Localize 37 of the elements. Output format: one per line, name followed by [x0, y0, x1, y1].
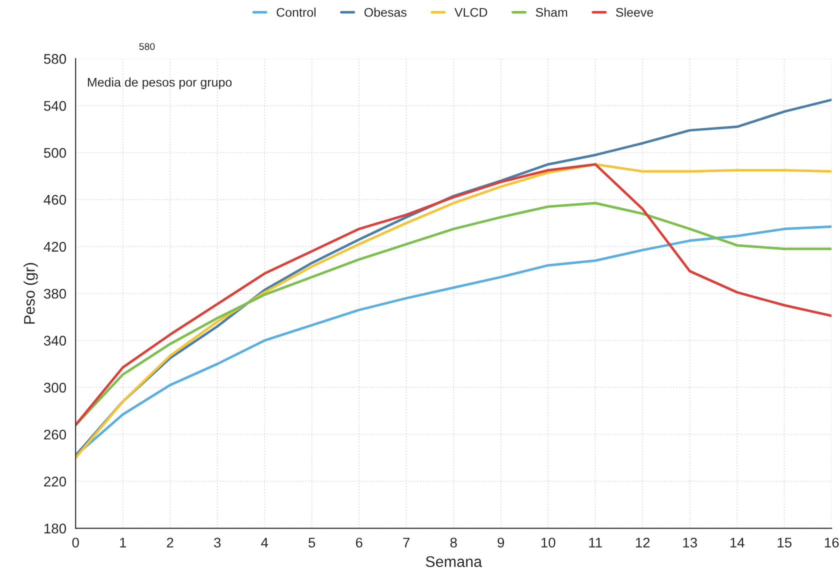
y-tick-label: 220 [44, 476, 66, 487]
legend-label: VLCD [454, 8, 488, 17]
x-tick-label: 14 [730, 538, 744, 548]
x-tick-label: 1 [120, 538, 126, 548]
x-tick-label: 15 [778, 538, 792, 548]
text: 580 [139, 43, 155, 50]
y-tick-label: 340 [44, 336, 66, 346]
y-tick-label: 420 [44, 242, 66, 252]
y-axis-title: Peso (gr) [24, 263, 38, 324]
y-tick-label: 540 [44, 100, 66, 111]
x-tick-label: 12 [636, 538, 650, 548]
y-tick-label: 300 [44, 382, 66, 393]
x-tick-label: 3 [214, 538, 221, 548]
y-tick-label: 380 [44, 288, 66, 299]
x-tick-label: 11 [589, 538, 602, 548]
x-tick-label: 4 [261, 538, 268, 548]
x-tick-label: 5 [308, 538, 316, 548]
annotation: Media de pesos por grupo [88, 77, 232, 90]
y-tick-label: 460 [44, 194, 66, 205]
y-tick-label: 580 [44, 54, 66, 64]
x-tick-label: 6 [356, 538, 362, 548]
x-tick-label: 7 [403, 538, 410, 548]
y-tick-label: 180 [44, 524, 66, 534]
x-tick-label: 10 [541, 538, 556, 548]
x-tick-label: 8 [450, 538, 457, 548]
x-tick-label: 13 [683, 538, 697, 548]
legend-label: Obesas [364, 8, 406, 17]
legend-label: Sleeve [616, 8, 654, 17]
x-axis-title: Semana [426, 556, 482, 568]
x-tick-label: 0 [72, 538, 79, 548]
x-tick-label: 16 [824, 538, 839, 548]
legend-label: Sham [536, 8, 568, 17]
y-tick-label: 260 [44, 430, 66, 440]
x-tick-label: 2 [166, 538, 174, 548]
y-tick-label: 500 [44, 148, 66, 158]
x-tick-label: 9 [498, 538, 504, 548]
legend-label: Control [276, 8, 316, 17]
